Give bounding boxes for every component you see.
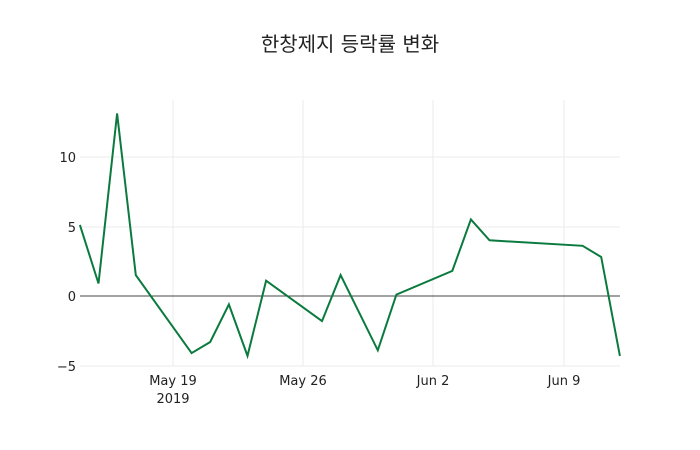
x-tick: Jun 9 [547,374,581,389]
y-axis: 10 5 0 −5 [57,151,76,375]
y-tick: 0 [68,290,76,305]
chart-title: 한창제지 등락률 변화 [260,32,440,56]
x-tick: Jun 2 [416,374,450,389]
x-tick: May 26 [279,374,327,389]
x-tick: May 19 [149,374,197,389]
series-line [78,113,621,360]
y-tick: 5 [68,221,76,236]
x-axis: May 19 2019 May 26 Jun 2 Jun 9 [149,374,580,407]
grid [80,100,620,367]
y-tick: −5 [57,360,76,375]
x-tick-year: 2019 [156,392,189,407]
y-tick: 10 [59,151,76,166]
